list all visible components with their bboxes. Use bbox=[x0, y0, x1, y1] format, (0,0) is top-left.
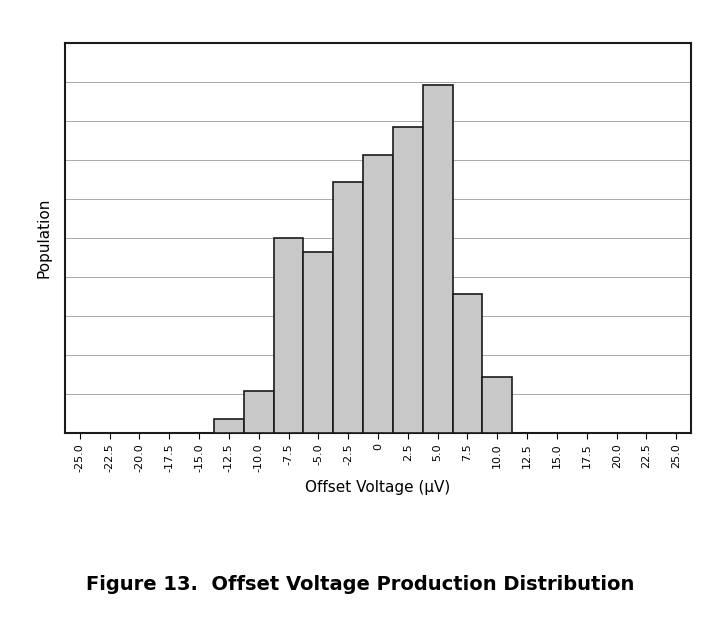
Bar bbox=[393, 127, 423, 433]
Bar bbox=[423, 85, 453, 433]
Bar bbox=[333, 182, 363, 433]
Bar bbox=[363, 154, 393, 433]
Bar bbox=[453, 294, 482, 433]
X-axis label: Offset Voltage (μV): Offset Voltage (μV) bbox=[305, 480, 451, 495]
Bar bbox=[303, 252, 333, 433]
Bar bbox=[482, 377, 512, 433]
Y-axis label: Population: Population bbox=[37, 198, 52, 278]
Bar bbox=[274, 238, 303, 433]
Text: Figure 13.  Offset Voltage Production Distribution: Figure 13. Offset Voltage Production Dis… bbox=[86, 575, 634, 593]
Bar bbox=[244, 391, 274, 433]
Bar bbox=[214, 419, 244, 433]
